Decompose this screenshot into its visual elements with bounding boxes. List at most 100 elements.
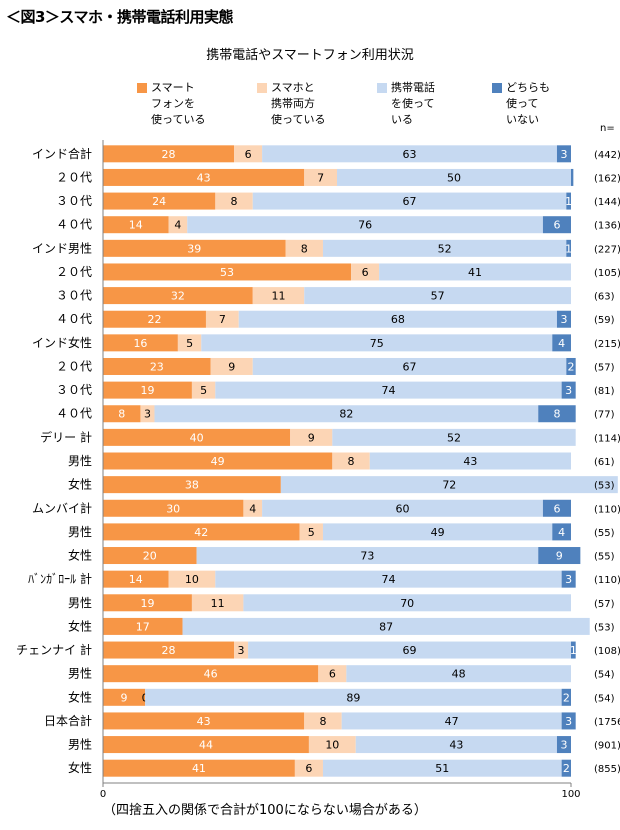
bar-segment xyxy=(332,452,370,470)
legend-label-featurephone: 携帯電話 を使って いる xyxy=(391,81,435,126)
sample-size-label: (57) xyxy=(594,362,615,373)
bar-segment xyxy=(561,688,571,706)
data-label: 2 xyxy=(563,762,570,775)
data-label: 69 xyxy=(403,644,417,657)
bar-segment xyxy=(299,523,323,541)
data-label: 3 xyxy=(560,739,567,752)
bar-segment xyxy=(168,216,188,234)
data-label: 52 xyxy=(447,431,461,444)
bar-segment xyxy=(201,334,553,352)
bar-segment xyxy=(538,547,581,565)
data-label: 67 xyxy=(403,195,417,208)
bar-segment xyxy=(322,523,553,541)
data-label: 6 xyxy=(245,148,252,161)
bar-segment xyxy=(542,499,571,517)
category-label: 女性 xyxy=(68,618,92,633)
sample-size-label: (144) xyxy=(594,197,620,208)
footnote: （四捨五入の関係で合計が100にならない場合がある） xyxy=(103,803,427,818)
data-label: 6 xyxy=(362,266,369,279)
data-label: 3 xyxy=(565,573,572,586)
sample-size-label: (53) xyxy=(594,622,615,633)
bar-segment xyxy=(262,145,557,163)
sample-size-label: (77) xyxy=(594,410,615,421)
sample-size-label: (54) xyxy=(594,693,615,704)
bar-segment xyxy=(103,547,197,565)
sample-size-label: (53) xyxy=(594,481,615,492)
bar-segment xyxy=(351,263,380,281)
data-label: 46 xyxy=(204,668,218,681)
bar-segment xyxy=(103,334,178,352)
bar-segment xyxy=(205,310,239,328)
x-tick-label: 0 xyxy=(100,789,106,800)
category-label: インド女性 xyxy=(32,335,92,350)
data-label: 49 xyxy=(211,455,225,468)
bar-segment xyxy=(234,145,263,163)
bar-segment xyxy=(561,759,571,777)
data-label: 76 xyxy=(358,219,372,232)
bar-segment xyxy=(571,641,576,659)
bar-segment xyxy=(177,334,202,352)
legend-label-smartphone: スマート フォンを 使っている xyxy=(151,81,206,126)
data-label: 11 xyxy=(211,597,225,610)
data-label: 9 xyxy=(228,360,235,373)
bar-segment xyxy=(210,357,253,375)
sample-size-label: (136) xyxy=(594,221,620,232)
category-label: ムンバイ計 xyxy=(32,500,92,515)
bar-segment xyxy=(103,239,286,257)
data-label: 70 xyxy=(400,597,414,610)
bar-segment xyxy=(103,287,253,305)
bar-segment xyxy=(103,263,352,281)
data-label: 5 xyxy=(308,526,315,539)
sample-size-label: (114) xyxy=(594,433,620,444)
data-label: 60 xyxy=(396,502,410,515)
category-label: 日本合計 xyxy=(44,713,92,728)
legend-swatch-smartphone xyxy=(137,83,147,93)
bar-segment xyxy=(318,665,347,683)
bar-segment xyxy=(103,405,141,423)
bar-segment xyxy=(215,570,562,588)
bar-segment xyxy=(556,310,571,328)
data-label: 3 xyxy=(144,408,151,421)
data-label: 43 xyxy=(197,715,211,728)
bar-segment xyxy=(103,381,192,399)
data-label: 3 xyxy=(238,644,245,657)
bar-segment xyxy=(234,641,249,659)
bar-segment xyxy=(103,145,235,163)
bar-segment xyxy=(280,476,618,494)
category-label: 女性 xyxy=(68,689,92,704)
bar-segment xyxy=(322,759,562,777)
data-label: 87 xyxy=(379,620,393,633)
bar-segment xyxy=(103,168,305,186)
data-label: 1 xyxy=(565,242,572,255)
data-label: 11 xyxy=(272,290,286,303)
data-label: 3 xyxy=(565,715,572,728)
bar-segment xyxy=(294,759,323,777)
data-label: 74 xyxy=(381,384,395,397)
bar-segment xyxy=(262,499,543,517)
data-label: 49 xyxy=(431,526,445,539)
bar-segment xyxy=(561,712,576,730)
data-label: 32 xyxy=(171,290,185,303)
bar-segment xyxy=(552,523,571,541)
bar-segment xyxy=(304,287,571,305)
data-label: 2 xyxy=(563,691,570,704)
data-label: 43 xyxy=(197,171,211,184)
data-label: 73 xyxy=(360,550,374,563)
data-label: 8 xyxy=(348,455,355,468)
category-label: ２０代 xyxy=(56,359,92,373)
data-label: 30 xyxy=(166,502,180,515)
bar-segment xyxy=(285,239,323,257)
bar-segment xyxy=(252,192,567,210)
sample-size-label: (901) xyxy=(594,741,620,752)
data-label: 51 xyxy=(435,762,449,775)
data-label: 8 xyxy=(118,408,125,421)
data-label: 8 xyxy=(231,195,238,208)
data-label: 14 xyxy=(129,219,143,232)
category-label: インド合計 xyxy=(32,146,92,161)
data-label: 4 xyxy=(558,526,565,539)
data-label: 43 xyxy=(449,739,463,752)
bar-segment xyxy=(552,334,571,352)
data-label: 75 xyxy=(370,337,384,350)
data-label: 4 xyxy=(558,337,565,350)
